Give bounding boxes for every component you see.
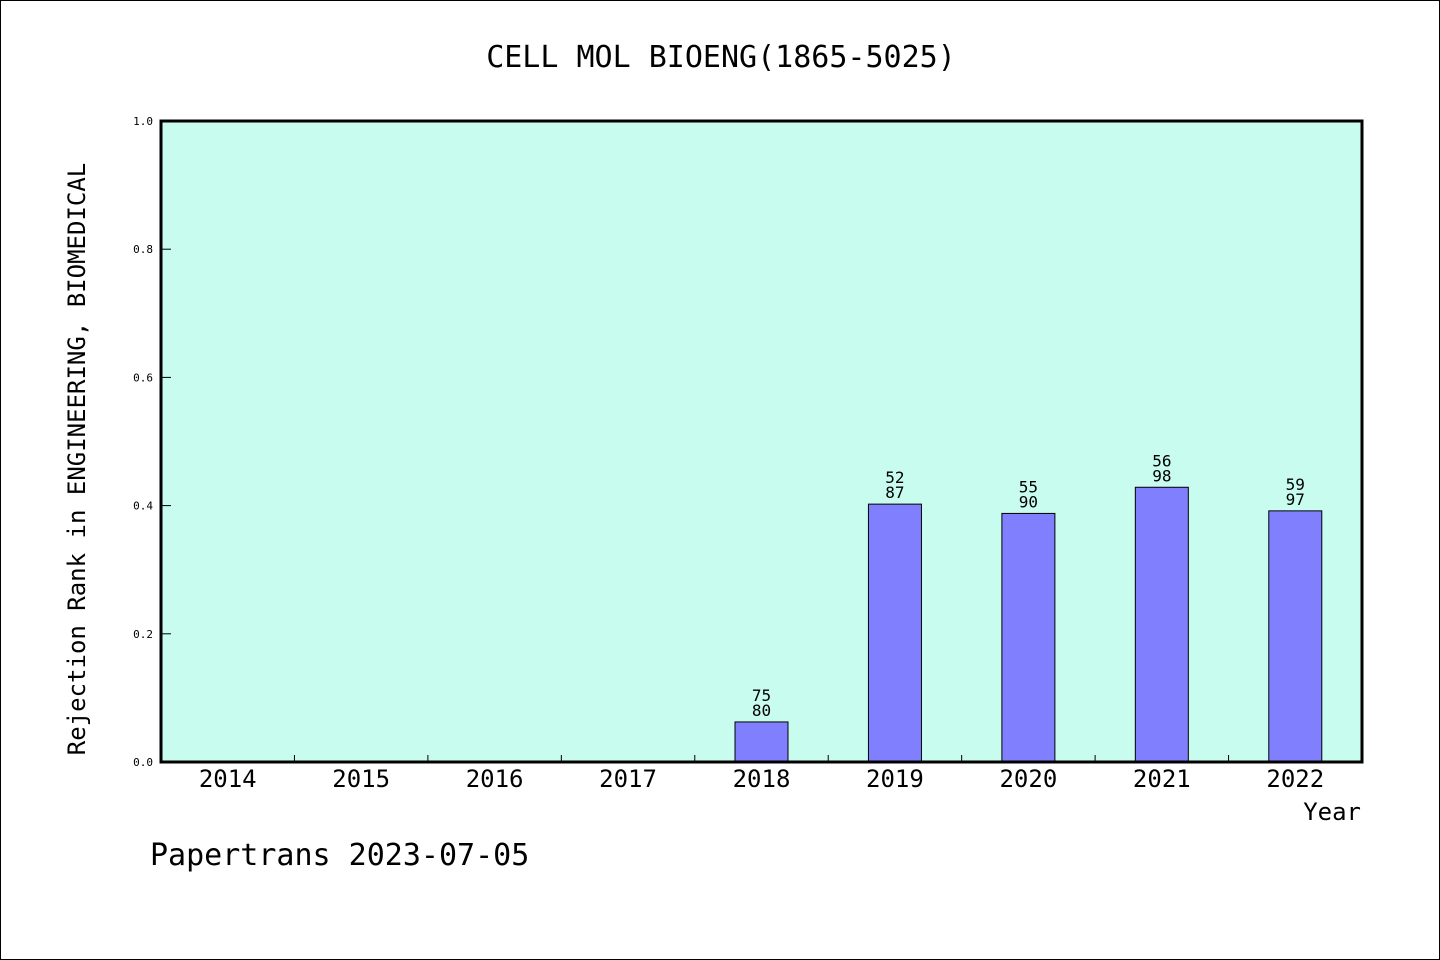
x-tick-label: 2019	[866, 765, 924, 793]
x-tick-label: 2018	[733, 765, 791, 793]
y-tick-label: 0.4	[133, 500, 153, 513]
bar-label-bottom: 98	[1152, 466, 1171, 485]
x-tick-label: 2021	[1133, 765, 1191, 793]
x-tick-label: 2017	[599, 765, 657, 793]
bar-label-top: 56	[1152, 451, 1171, 470]
bar-label-top: 55	[1019, 477, 1038, 496]
bar-2018	[734, 721, 789, 763]
bar-2022	[1268, 510, 1323, 763]
y-tick-label: 0.0	[133, 756, 153, 769]
y-tick-label: 0.8	[133, 243, 153, 256]
plot-border	[159, 119, 1364, 764]
bar-label-bottom: 90	[1019, 492, 1038, 511]
y-tick-label: 1.0	[133, 115, 153, 128]
footer-text: Papertrans 2023-07-05	[150, 838, 529, 873]
x-axis-ticks: 2014 2015 2016 2017 2018 2019 2020 2021 2022	[199, 755, 1324, 793]
x-tick-label: 2022	[1266, 765, 1324, 793]
x-tick-label: 2020	[999, 765, 1057, 793]
bar-label-bottom: 87	[885, 483, 904, 502]
bar-2019	[867, 503, 922, 763]
y-axis-ticks: 0.0 0.2 0.4 0.6 0.8 1.0	[133, 115, 171, 769]
bar-label-top: 52	[885, 468, 904, 487]
x-tick-label: 2014	[199, 765, 257, 793]
x-tick-label: 2015	[332, 765, 390, 793]
bars-layer	[734, 486, 1323, 763]
bar-label-bottom: 80	[752, 701, 771, 720]
bar-label-bottom: 97	[1286, 490, 1305, 509]
y-tick-label: 0.2	[133, 628, 153, 641]
chart-title: CELL MOL BIOENG(1865-5025)	[486, 40, 956, 75]
y-axis-label: Rejection Rank in ENGINEERING, BIOMEDICA…	[63, 163, 91, 755]
bar-label-top: 59	[1286, 475, 1305, 494]
bar-2021	[1134, 486, 1189, 763]
x-tick-label: 2016	[466, 765, 524, 793]
x-axis-label: Year	[1303, 798, 1361, 826]
bar-2020	[1001, 512, 1056, 763]
bar-label-top: 75	[752, 686, 771, 705]
y-tick-label: 0.6	[133, 371, 153, 384]
